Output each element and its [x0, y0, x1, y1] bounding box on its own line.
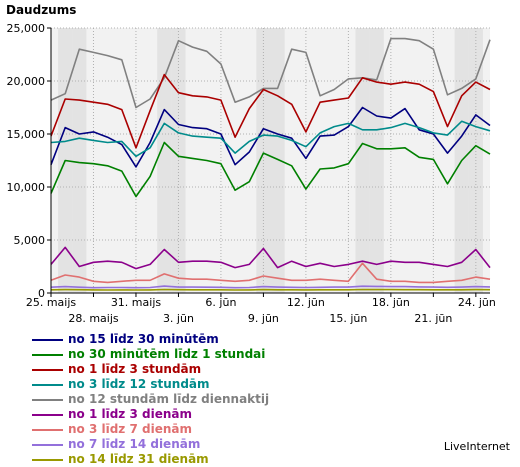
legend-label: no 1 līdz 3 dienām — [68, 407, 192, 421]
brand-area: LiveInternet — [444, 440, 511, 453]
x-tick-label: 15. jūn — [329, 312, 367, 325]
x-tick-label: 31. maijs — [111, 296, 162, 309]
legend-swatch — [32, 459, 63, 461]
legend-label: no 14 līdz 31 dienām — [68, 452, 209, 466]
legend-swatch — [32, 384, 63, 386]
legend-swatch — [32, 414, 63, 416]
series-lines — [50, 37, 491, 291]
legend-item: no 1 līdz 3 dienām — [32, 407, 269, 422]
legend-item: no 12 stundām līdz diennaktij — [32, 392, 269, 407]
legend-swatch — [32, 399, 63, 401]
x-tick-label: 12. jūn — [287, 296, 325, 309]
legend-item: no 14 līdz 31 dienām — [32, 452, 269, 467]
x-tick-label: 24. jūn — [458, 296, 496, 309]
chart-title: Daudzums — [6, 3, 76, 17]
weekend-band — [72, 28, 87, 293]
series-line-6 — [50, 262, 491, 284]
y-tick-label: 10,000 — [7, 181, 46, 194]
y-tick-label: 5,000 — [14, 234, 46, 247]
series-line-3 — [50, 120, 491, 158]
legend-label: no 15 līdz 30 minūtēm — [68, 332, 219, 346]
y-tick-label: 20,000 — [7, 75, 46, 88]
legend-label: no 30 minūtēm līdz 1 stundai — [68, 347, 266, 361]
y-tick-label: 15,000 — [7, 128, 46, 141]
legend-label: no 3 līdz 7 dienām — [68, 422, 192, 436]
legend-swatch — [32, 429, 63, 431]
x-tick-label: 9. jūn — [248, 312, 279, 325]
legend-label: no 1 līdz 3 stundām — [68, 362, 202, 376]
series-line-8 — [50, 288, 491, 291]
weekend-band — [355, 28, 370, 293]
weekend-band — [157, 28, 172, 293]
legend-swatch — [32, 339, 63, 341]
brand-logo-text: LiveInternet — [444, 440, 511, 453]
legend-item: no 30 minūtēm līdz 1 stundai — [32, 347, 269, 362]
traffic-line-chart: Daudzums 05,00010,00015,00020,00025,000 … — [6, 3, 496, 325]
x-tick-label: 3. jūn — [163, 312, 194, 325]
legend-swatch — [32, 369, 63, 371]
legend-item: no 3 līdz 12 stundām — [32, 377, 269, 392]
legend-label: no 3 līdz 12 stundām — [68, 377, 210, 391]
legend-label: no 7 līdz 14 dienām — [68, 437, 201, 451]
x-tick-label: 28. maijs — [68, 312, 119, 325]
y-tick-label: 25,000 — [7, 22, 46, 35]
legend-item: no 3 līdz 7 dienām — [32, 422, 269, 437]
legend-swatch — [32, 444, 63, 446]
x-tick-label: 21. jūn — [414, 312, 452, 325]
series-line-0 — [50, 37, 491, 109]
x-tick-label: 25. maijs — [26, 296, 77, 309]
legend-item: no 15 līdz 30 minūtēm — [32, 332, 269, 347]
legend-item: no 7 līdz 14 dienām — [32, 437, 269, 452]
weekend-bands — [51, 28, 490, 293]
weekend-band — [270, 28, 285, 293]
x-tick-label: 6. jūn — [205, 296, 236, 309]
axes — [47, 27, 490, 297]
weekend-band — [369, 28, 384, 293]
series-line-5 — [50, 246, 491, 270]
series-line-7 — [50, 285, 491, 289]
y-tick-label: 0 — [38, 287, 45, 300]
series-line-4 — [50, 141, 491, 198]
legend-swatch — [32, 354, 63, 356]
series-line-1 — [50, 73, 491, 149]
legend-item: no 1 līdz 3 stundām — [32, 362, 269, 377]
chart-legend: no 15 līdz 30 minūtēm no 30 minūtēm līdz … — [32, 332, 269, 467]
legend-label: no 12 stundām līdz diennaktij — [68, 392, 270, 406]
y-axis-tick-labels: 0 5,000 10,000 15,000 20,000 25,000 — [7, 22, 46, 300]
x-tick-label: 18. jūn — [372, 296, 410, 309]
